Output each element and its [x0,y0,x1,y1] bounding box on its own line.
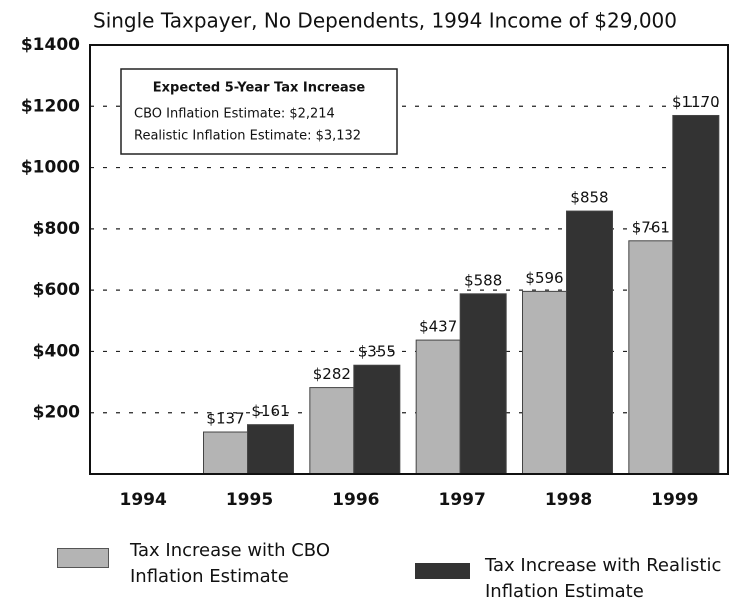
x-tick-label: 1997 [439,490,486,510]
bar [309,387,355,475]
legend-label: Tax Increase with Realistic Inflation Es… [485,555,722,602]
x-tick-label: 1999 [651,490,698,510]
bar [247,424,294,475]
data-label: $161 [251,402,289,420]
legend-swatch [57,548,109,568]
y-tick-label: $1200 [21,96,80,116]
annotation-line: Realistic Inflation Estimate: $3,132 [134,129,361,144]
x-tick-label: 1998 [545,490,592,510]
y-tick-label: $600 [33,280,80,300]
data-label: $596 [525,269,563,287]
bar [203,431,248,475]
bar [672,114,720,475]
bar [459,293,507,475]
data-label: $588 [464,271,502,289]
data-label: $137 [206,410,244,428]
data-label: $761 [632,218,670,236]
legend-label: Tax Increase with CBO Inflation Estimate [130,540,330,587]
y-tick-label: $800 [33,219,80,239]
y-tick-label: $400 [33,341,80,361]
plot-frame [89,44,729,475]
legend-swatch [415,563,470,579]
data-label: $437 [419,318,457,336]
y-tick-label: $200 [33,403,80,423]
data-label: $282 [313,365,351,383]
data-label: $1170 [672,93,720,111]
annotation-title: Expected 5-Year Tax Increase [153,81,366,96]
chart-title: Single Taxpayer, No Dependents, 1994 Inc… [93,9,677,33]
y-tick-label: $1400 [21,35,80,55]
annotation-line: CBO Inflation Estimate: $2,214 [134,107,335,122]
y-tick-label: $1000 [21,158,80,178]
data-label: $858 [570,189,608,207]
x-tick-label: 1996 [332,490,379,510]
bar [522,290,567,475]
bar [415,339,461,475]
annotation-box [120,68,398,155]
bar [566,210,613,475]
x-tick-label: 1994 [120,490,167,510]
bar [628,240,674,475]
bar [353,364,401,475]
data-label: $355 [358,343,396,361]
x-tick-label: 1995 [226,490,273,510]
